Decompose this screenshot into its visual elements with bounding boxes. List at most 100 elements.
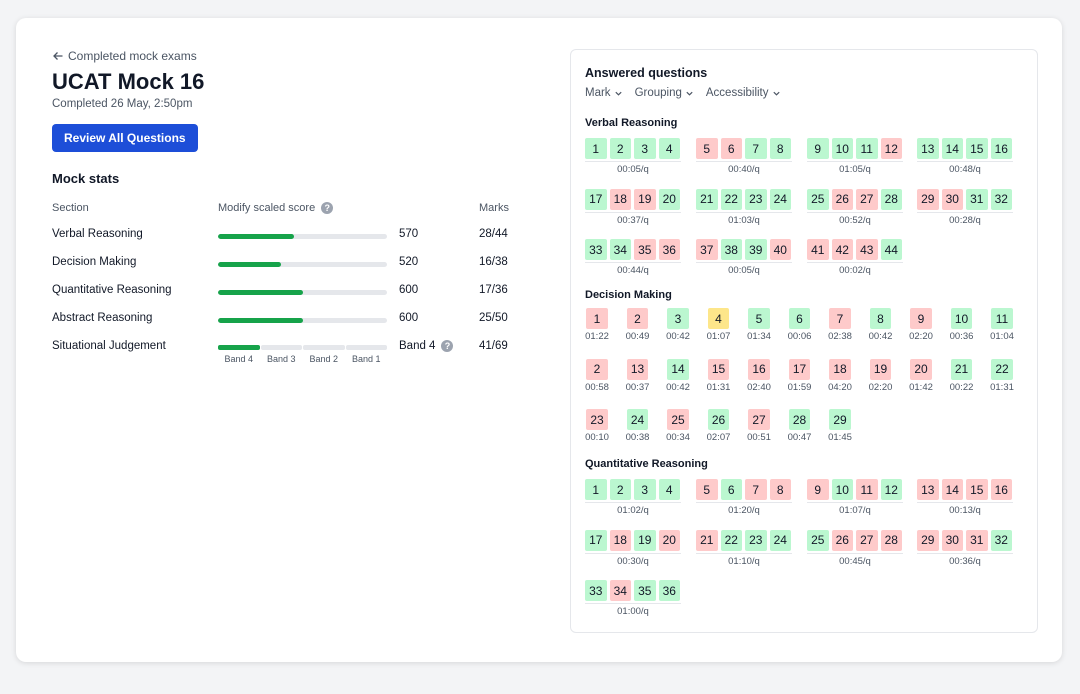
question-tile[interactable]: 12 (880, 138, 902, 159)
question-tile[interactable]: 37 (696, 239, 718, 260)
question-tile[interactable]: 16 (990, 479, 1012, 500)
question-tile[interactable]: 15 (966, 479, 988, 500)
question-tile[interactable]: 11 (991, 308, 1013, 329)
question-tile[interactable]: 17 (585, 529, 607, 551)
question-tile[interactable]: 8 (769, 479, 791, 500)
question-tile[interactable]: 6 (788, 308, 811, 329)
question-tile[interactable]: 29 (917, 188, 939, 210)
question-tile[interactable]: 31 (966, 188, 988, 210)
score-slider[interactable] (218, 318, 387, 323)
question-tile[interactable]: 43 (856, 239, 878, 260)
question-tile[interactable]: 9 (807, 479, 829, 500)
question-tile[interactable]: 14 (941, 138, 963, 159)
question-tile[interactable]: 2 (586, 358, 608, 380)
question-tile[interactable]: 3 (667, 308, 689, 329)
help-icon[interactable]: ? (321, 202, 334, 214)
question-tile[interactable]: 18 (609, 188, 631, 210)
question-tile[interactable]: 35 (634, 580, 656, 601)
question-tile[interactable]: 16 (748, 358, 770, 380)
score-slider[interactable] (218, 262, 387, 267)
question-tile[interactable]: 20 (658, 188, 680, 210)
question-tile[interactable]: 9 (807, 138, 829, 159)
question-tile[interactable]: 23 (745, 529, 767, 551)
question-tile[interactable]: 25 (807, 188, 829, 210)
review-all-button[interactable]: Review All Questions (52, 124, 198, 152)
question-tile[interactable]: 15 (966, 138, 988, 159)
question-tile[interactable]: 22 (720, 188, 742, 210)
question-tile[interactable]: 36 (658, 580, 680, 601)
question-tile[interactable]: 24 (626, 409, 649, 430)
question-tile[interactable]: 2 (609, 138, 631, 159)
question-tile[interactable]: 22 (720, 529, 742, 551)
filter-accessibility[interactable]: Accessibility (706, 87, 781, 99)
question-tile[interactable]: 14 (941, 479, 963, 500)
band-selector[interactable]: Band 4 Band 3 Band 2 Band 1 (218, 345, 387, 364)
help-icon[interactable]: ? (441, 340, 454, 352)
band-option[interactable]: Band 2 (303, 345, 345, 364)
question-tile[interactable]: 32 (990, 188, 1012, 210)
question-tile[interactable]: 20 (910, 358, 932, 380)
question-tile[interactable]: 24 (769, 188, 791, 210)
question-tile[interactable]: 26 (831, 529, 853, 551)
question-tile[interactable]: 21 (950, 358, 973, 380)
question-tile[interactable]: 6 (720, 479, 742, 500)
question-tile[interactable]: 36 (658, 239, 680, 260)
question-tile[interactable]: 21 (696, 529, 718, 551)
question-tile[interactable]: 22 (991, 358, 1013, 380)
question-tile[interactable]: 11 (856, 479, 878, 500)
question-tile[interactable]: 1 (586, 308, 608, 329)
question-tile[interactable]: 9 (910, 308, 932, 329)
question-tile[interactable]: 28 (788, 409, 811, 430)
question-tile[interactable]: 13 (917, 479, 939, 500)
question-tile[interactable]: 26 (707, 409, 730, 430)
question-tile[interactable]: 18 (829, 358, 851, 380)
question-tile[interactable]: 10 (831, 479, 853, 500)
question-tile[interactable]: 30 (941, 529, 963, 551)
question-tile[interactable]: 35 (634, 239, 656, 260)
question-tile[interactable]: 28 (880, 188, 902, 210)
question-tile[interactable]: 5 (696, 479, 718, 500)
filter-mark[interactable]: Mark (585, 87, 623, 99)
question-tile[interactable]: 12 (880, 479, 902, 500)
question-tile[interactable]: 41 (807, 239, 829, 260)
back-link[interactable]: Completed mock exams (52, 48, 522, 64)
question-tile[interactable]: 10 (950, 308, 973, 329)
question-tile[interactable]: 25 (667, 409, 689, 430)
question-tile[interactable]: 19 (634, 529, 656, 551)
question-tile[interactable]: 3 (634, 479, 656, 500)
question-tile[interactable]: 13 (917, 138, 939, 159)
question-tile[interactable]: 27 (856, 529, 878, 551)
question-tile[interactable]: 25 (807, 529, 829, 551)
question-tile[interactable]: 21 (696, 188, 718, 210)
question-tile[interactable]: 4 (658, 138, 680, 159)
question-tile[interactable]: 27 (856, 188, 878, 210)
question-tile[interactable]: 5 (696, 138, 718, 159)
question-tile[interactable]: 8 (769, 138, 791, 159)
question-tile[interactable]: 31 (966, 529, 988, 551)
question-tile[interactable]: 7 (745, 479, 767, 500)
question-tile[interactable]: 34 (609, 239, 631, 260)
filter-grouping[interactable]: Grouping (635, 87, 694, 99)
question-tile[interactable]: 40 (769, 239, 791, 260)
question-tile[interactable]: 27 (748, 409, 770, 430)
question-tile[interactable]: 44 (880, 239, 902, 260)
question-tile[interactable]: 29 (917, 529, 939, 551)
question-tile[interactable]: 2 (626, 308, 649, 329)
question-tile[interactable]: 33 (585, 239, 607, 260)
question-tile[interactable]: 18 (609, 529, 631, 551)
question-tile[interactable]: 5 (748, 308, 770, 329)
question-tile[interactable]: 17 (585, 188, 607, 210)
score-slider[interactable] (218, 234, 387, 239)
question-tile[interactable]: 1 (585, 138, 607, 159)
question-tile[interactable]: 16 (990, 138, 1012, 159)
question-tile[interactable]: 14 (667, 358, 689, 380)
band-option[interactable]: Band 4 (218, 345, 260, 364)
question-tile[interactable]: 30 (941, 188, 963, 210)
question-tile[interactable]: 28 (880, 529, 902, 551)
question-tile[interactable]: 39 (745, 239, 767, 260)
question-tile[interactable]: 23 (586, 409, 608, 430)
question-tile[interactable]: 8 (869, 308, 892, 329)
question-tile[interactable]: 19 (634, 188, 656, 210)
question-tile[interactable]: 17 (788, 358, 811, 380)
question-tile[interactable]: 4 (707, 308, 730, 329)
